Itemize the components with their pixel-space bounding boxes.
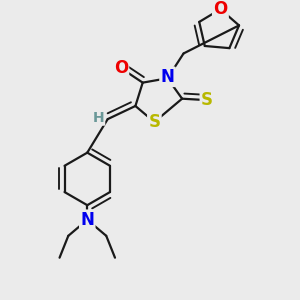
Text: S: S <box>201 91 213 109</box>
Text: O: O <box>213 0 227 18</box>
Text: N: N <box>80 211 94 229</box>
Text: S: S <box>148 113 160 131</box>
Text: N: N <box>160 68 174 86</box>
Text: H: H <box>92 111 104 125</box>
Text: O: O <box>114 59 128 77</box>
